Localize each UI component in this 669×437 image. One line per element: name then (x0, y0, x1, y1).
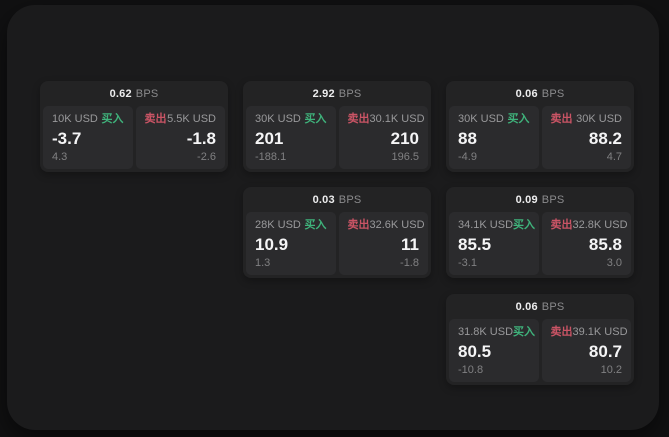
sell-notional: 30.1K USD (369, 113, 425, 125)
sell-sub-value: 10.2 (600, 364, 622, 376)
buy-notional: 34.1K USD (458, 219, 514, 231)
sell-price: 80.7 (588, 341, 622, 361)
buy-sub-value: -4.9 (458, 151, 477, 163)
bps-value: 0.06 (515, 300, 538, 313)
sell-label: 卖出 (347, 219, 370, 231)
sell-price: 11 (401, 234, 419, 254)
sell-price: 85.8 (588, 234, 622, 254)
buy-label: 买入 (101, 113, 124, 125)
bps-value: 0.06 (515, 87, 538, 100)
sell-quote-cell[interactable]: 卖出 39.1K USD 80.7 10.2 (541, 319, 631, 382)
quote-card: 0.62 BPS 10K USD 买入 -3.7 4.3 卖出 5.5K USD… (40, 81, 228, 172)
buy-quote-cell[interactable]: 34.1K USD 买入 85.5 -3.1 (449, 212, 539, 275)
buy-sub-value: -10.8 (458, 364, 484, 376)
buy-price: 88 (458, 128, 477, 148)
buy-sub-value: -3.1 (458, 257, 477, 269)
bps-header: 0.62 BPS (40, 81, 228, 106)
sell-price: 88.2 (588, 128, 622, 148)
bps-header: 0.06 BPS (446, 294, 634, 319)
quote-card: 0.09 BPS 34.1K USD 买入 85.5 -3.1 卖出 32.8K… (446, 187, 634, 278)
buy-price: -3.7 (52, 128, 82, 148)
buy-notional: 30K USD (458, 113, 504, 125)
sell-price: -1.8 (186, 128, 216, 148)
sell-sub-value: -2.6 (197, 151, 216, 163)
buy-label: 买入 (507, 113, 530, 125)
buy-label: 买入 (513, 219, 536, 231)
quote-card: 0.03 BPS 28K USD 买入 10.9 1.3 卖出 32.6K US… (243, 187, 431, 278)
bps-value: 0.62 (109, 87, 132, 100)
sell-label: 卖出 (144, 113, 167, 125)
quote-card: 0.06 BPS 31.8K USD 买入 80.5 -10.8 卖出 39.1… (446, 294, 634, 385)
bps-unit-label: BPS (135, 87, 159, 100)
buy-sub-value: 4.3 (52, 151, 68, 163)
bps-unit-label: BPS (541, 300, 565, 313)
bps-value: 0.09 (515, 193, 538, 206)
quotes-panel: 0.62 BPS 10K USD 买入 -3.7 4.3 卖出 5.5K USD… (7, 5, 659, 430)
sell-quote-cell[interactable]: 卖出 30K USD 88.2 4.7 (541, 106, 631, 169)
buy-notional: 30K USD (255, 113, 301, 125)
buy-price: 201 (255, 128, 284, 148)
buy-notional: 28K USD (255, 219, 301, 231)
buy-quote-cell[interactable]: 30K USD 买入 88 -4.9 (449, 106, 539, 169)
buy-quote-cell[interactable]: 10K USD 买入 -3.7 4.3 (43, 106, 133, 169)
buy-price: 85.5 (458, 234, 492, 254)
buy-quote-cell[interactable]: 30K USD 买入 201 -188.1 (246, 106, 336, 169)
bps-unit-label: BPS (338, 87, 362, 100)
sell-quote-cell[interactable]: 卖出 30.1K USD 210 196.5 (338, 106, 428, 169)
buy-label: 买入 (304, 113, 327, 125)
bps-header: 2.92 BPS (243, 81, 431, 106)
bps-value: 0.03 (312, 193, 335, 206)
sell-notional: 32.8K USD (572, 219, 628, 231)
sell-sub-value: 4.7 (606, 151, 622, 163)
buy-sub-value: -188.1 (255, 151, 287, 163)
quote-card: 2.92 BPS 30K USD 买入 201 -188.1 卖出 30.1K … (243, 81, 431, 172)
buy-price: 10.9 (255, 234, 289, 254)
sell-notional: 30K USD (576, 113, 622, 125)
bps-header: 0.03 BPS (243, 187, 431, 212)
sell-quote-cell[interactable]: 卖出 32.6K USD 11 -1.8 (338, 212, 428, 275)
sell-price: 210 (390, 128, 419, 148)
sell-label: 卖出 (347, 113, 370, 125)
bps-unit-label: BPS (541, 193, 565, 206)
sell-notional: 5.5K USD (167, 113, 216, 125)
bps-unit-label: BPS (541, 87, 565, 100)
buy-label: 买入 (513, 326, 536, 338)
sell-notional: 32.6K USD (369, 219, 425, 231)
buy-label: 买入 (304, 219, 327, 231)
bps-unit-label: BPS (338, 193, 362, 206)
bps-header: 0.06 BPS (446, 81, 634, 106)
sell-quote-cell[interactable]: 卖出 32.8K USD 85.8 3.0 (541, 212, 631, 275)
sell-label: 卖出 (550, 113, 573, 125)
buy-quote-cell[interactable]: 28K USD 买入 10.9 1.3 (246, 212, 336, 275)
sell-notional: 39.1K USD (572, 326, 628, 338)
buy-price: 80.5 (458, 341, 492, 361)
sell-quote-cell[interactable]: 卖出 5.5K USD -1.8 -2.6 (135, 106, 225, 169)
buy-notional: 31.8K USD (458, 326, 514, 338)
quote-card: 0.06 BPS 30K USD 买入 88 -4.9 卖出 30K USD 8… (446, 81, 634, 172)
sell-sub-value: 196.5 (391, 151, 419, 163)
bps-header: 0.09 BPS (446, 187, 634, 212)
buy-quote-cell[interactable]: 31.8K USD 买入 80.5 -10.8 (449, 319, 539, 382)
sell-sub-value: 3.0 (606, 257, 622, 269)
buy-sub-value: 1.3 (255, 257, 271, 269)
buy-notional: 10K USD (52, 113, 98, 125)
sell-label: 卖出 (550, 326, 573, 338)
bps-value: 2.92 (312, 87, 335, 100)
sell-sub-value: -1.8 (400, 257, 419, 269)
sell-label: 卖出 (550, 219, 573, 231)
